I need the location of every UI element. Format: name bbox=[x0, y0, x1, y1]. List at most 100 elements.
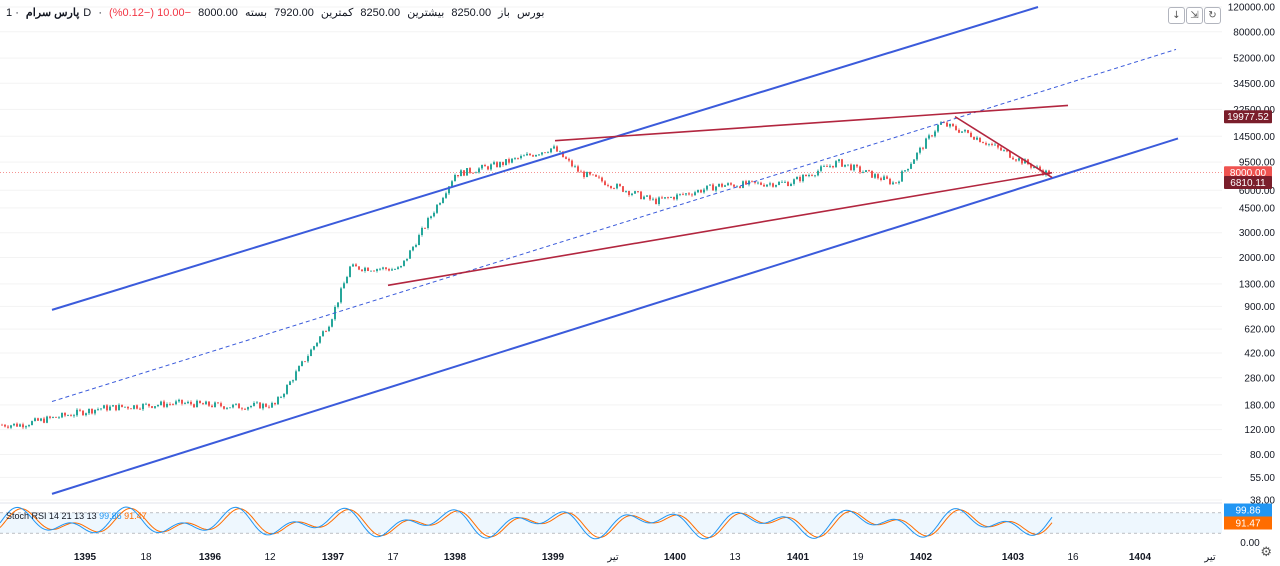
candle-body bbox=[754, 181, 756, 183]
candle-body bbox=[232, 404, 234, 408]
candle-body bbox=[382, 267, 384, 269]
candle-body bbox=[988, 143, 990, 145]
price-tag bbox=[1224, 176, 1272, 190]
y-tick-label: 6000.00 bbox=[1239, 186, 1276, 197]
high-label: بیشترین bbox=[407, 7, 445, 19]
candle-body bbox=[847, 164, 849, 166]
price-tag bbox=[1224, 110, 1272, 124]
x-tick-label: تیر bbox=[606, 552, 619, 563]
candle-body bbox=[178, 399, 180, 402]
candle-body bbox=[838, 159, 840, 162]
candle-body bbox=[64, 412, 66, 416]
candle-body bbox=[457, 174, 459, 177]
candle-body bbox=[379, 268, 381, 270]
candle-body bbox=[100, 408, 102, 410]
y-tick-label: 80000.00 bbox=[1233, 27, 1275, 38]
candle-body bbox=[400, 265, 402, 268]
candle-body bbox=[133, 405, 135, 409]
candle-body bbox=[193, 404, 195, 408]
candle-body bbox=[559, 151, 561, 153]
candle-body bbox=[265, 403, 267, 407]
interval-label[interactable]: 1D bbox=[6, 7, 92, 19]
candle-body bbox=[202, 403, 204, 405]
candle-body bbox=[1015, 159, 1017, 161]
candle-body bbox=[829, 165, 831, 167]
candle-body bbox=[910, 163, 912, 169]
candle-body bbox=[280, 396, 282, 398]
x-tick-label: 1397 bbox=[322, 552, 345, 563]
candle-body bbox=[118, 404, 120, 411]
candle-body bbox=[625, 191, 627, 192]
candle-body bbox=[601, 177, 603, 182]
candle-body bbox=[418, 235, 420, 246]
candle-body bbox=[520, 155, 522, 159]
candle-body bbox=[52, 416, 54, 418]
arrow-down-icon[interactable]: ↓ bbox=[1168, 7, 1185, 24]
candle-body bbox=[157, 405, 159, 407]
candle-body bbox=[808, 175, 810, 177]
candle-body bbox=[691, 194, 693, 196]
candle-body bbox=[553, 146, 555, 149]
candle-body bbox=[775, 184, 777, 187]
candle-body bbox=[181, 399, 183, 404]
candle-body bbox=[796, 176, 798, 180]
candle-body bbox=[574, 166, 576, 168]
candle-body bbox=[484, 165, 486, 167]
candle-body bbox=[997, 144, 999, 148]
candle-body bbox=[781, 181, 783, 183]
candle-body bbox=[616, 184, 618, 189]
symbol-name[interactable]: پارس سرام bbox=[25, 7, 80, 19]
y-tick-label: 55.00 bbox=[1250, 473, 1275, 484]
candle-body bbox=[670, 197, 672, 198]
y-tick-label: 180.00 bbox=[1244, 400, 1275, 411]
open-label: باز bbox=[498, 7, 510, 19]
candle-body bbox=[391, 269, 393, 271]
y-tick-label: 280.00 bbox=[1244, 373, 1275, 384]
candle-body bbox=[610, 186, 612, 189]
candle-body bbox=[370, 270, 372, 272]
y-tick-label: 80.00 bbox=[1250, 450, 1275, 461]
candle-body bbox=[466, 168, 468, 176]
candle-body bbox=[196, 400, 198, 408]
y-tick-label: 4500.00 bbox=[1239, 203, 1276, 214]
candle-body bbox=[877, 174, 879, 179]
candle-body bbox=[661, 197, 663, 199]
price-tag-label: 19977.52 bbox=[1227, 112, 1269, 123]
candle-body bbox=[127, 406, 129, 409]
candle-body bbox=[832, 165, 834, 168]
y-tick-label: 420.00 bbox=[1244, 348, 1275, 359]
candle-body bbox=[199, 400, 201, 404]
price-tag bbox=[1224, 166, 1272, 180]
candle-body bbox=[643, 196, 645, 200]
candle-body bbox=[145, 403, 147, 405]
change-value: −10.00 (−0.12%) bbox=[109, 7, 192, 19]
candle-body bbox=[433, 212, 435, 217]
refresh-icon[interactable]: ↻ bbox=[1204, 7, 1221, 24]
candle-body bbox=[973, 136, 975, 140]
candle-body bbox=[883, 176, 885, 180]
y-tick-label: 120000.00 bbox=[1228, 3, 1276, 14]
candle-body bbox=[733, 184, 735, 187]
candle-body bbox=[25, 426, 27, 428]
candle-body bbox=[436, 204, 438, 213]
candle-body bbox=[13, 423, 15, 426]
candle-body bbox=[895, 182, 897, 184]
candle-body bbox=[715, 186, 717, 191]
candle-body bbox=[1, 424, 3, 426]
candle-body bbox=[709, 184, 711, 186]
gear-icon[interactable]: ⚙ bbox=[1260, 545, 1272, 560]
candle-body bbox=[97, 409, 99, 410]
candle-body bbox=[259, 402, 261, 409]
candle-body bbox=[928, 135, 930, 139]
candle-body bbox=[865, 170, 867, 173]
price-axis: 120000.0080000.0052000.0034500.0022500.0… bbox=[1224, 3, 1275, 507]
candle-body bbox=[499, 162, 501, 168]
candle-body bbox=[547, 152, 549, 154]
candle-body bbox=[46, 416, 48, 423]
candle-body bbox=[406, 258, 408, 261]
candle-body bbox=[805, 174, 807, 177]
candle-body bbox=[550, 148, 552, 153]
expand-icon[interactable]: ⇲ bbox=[1186, 7, 1203, 24]
candle-body bbox=[403, 260, 405, 266]
